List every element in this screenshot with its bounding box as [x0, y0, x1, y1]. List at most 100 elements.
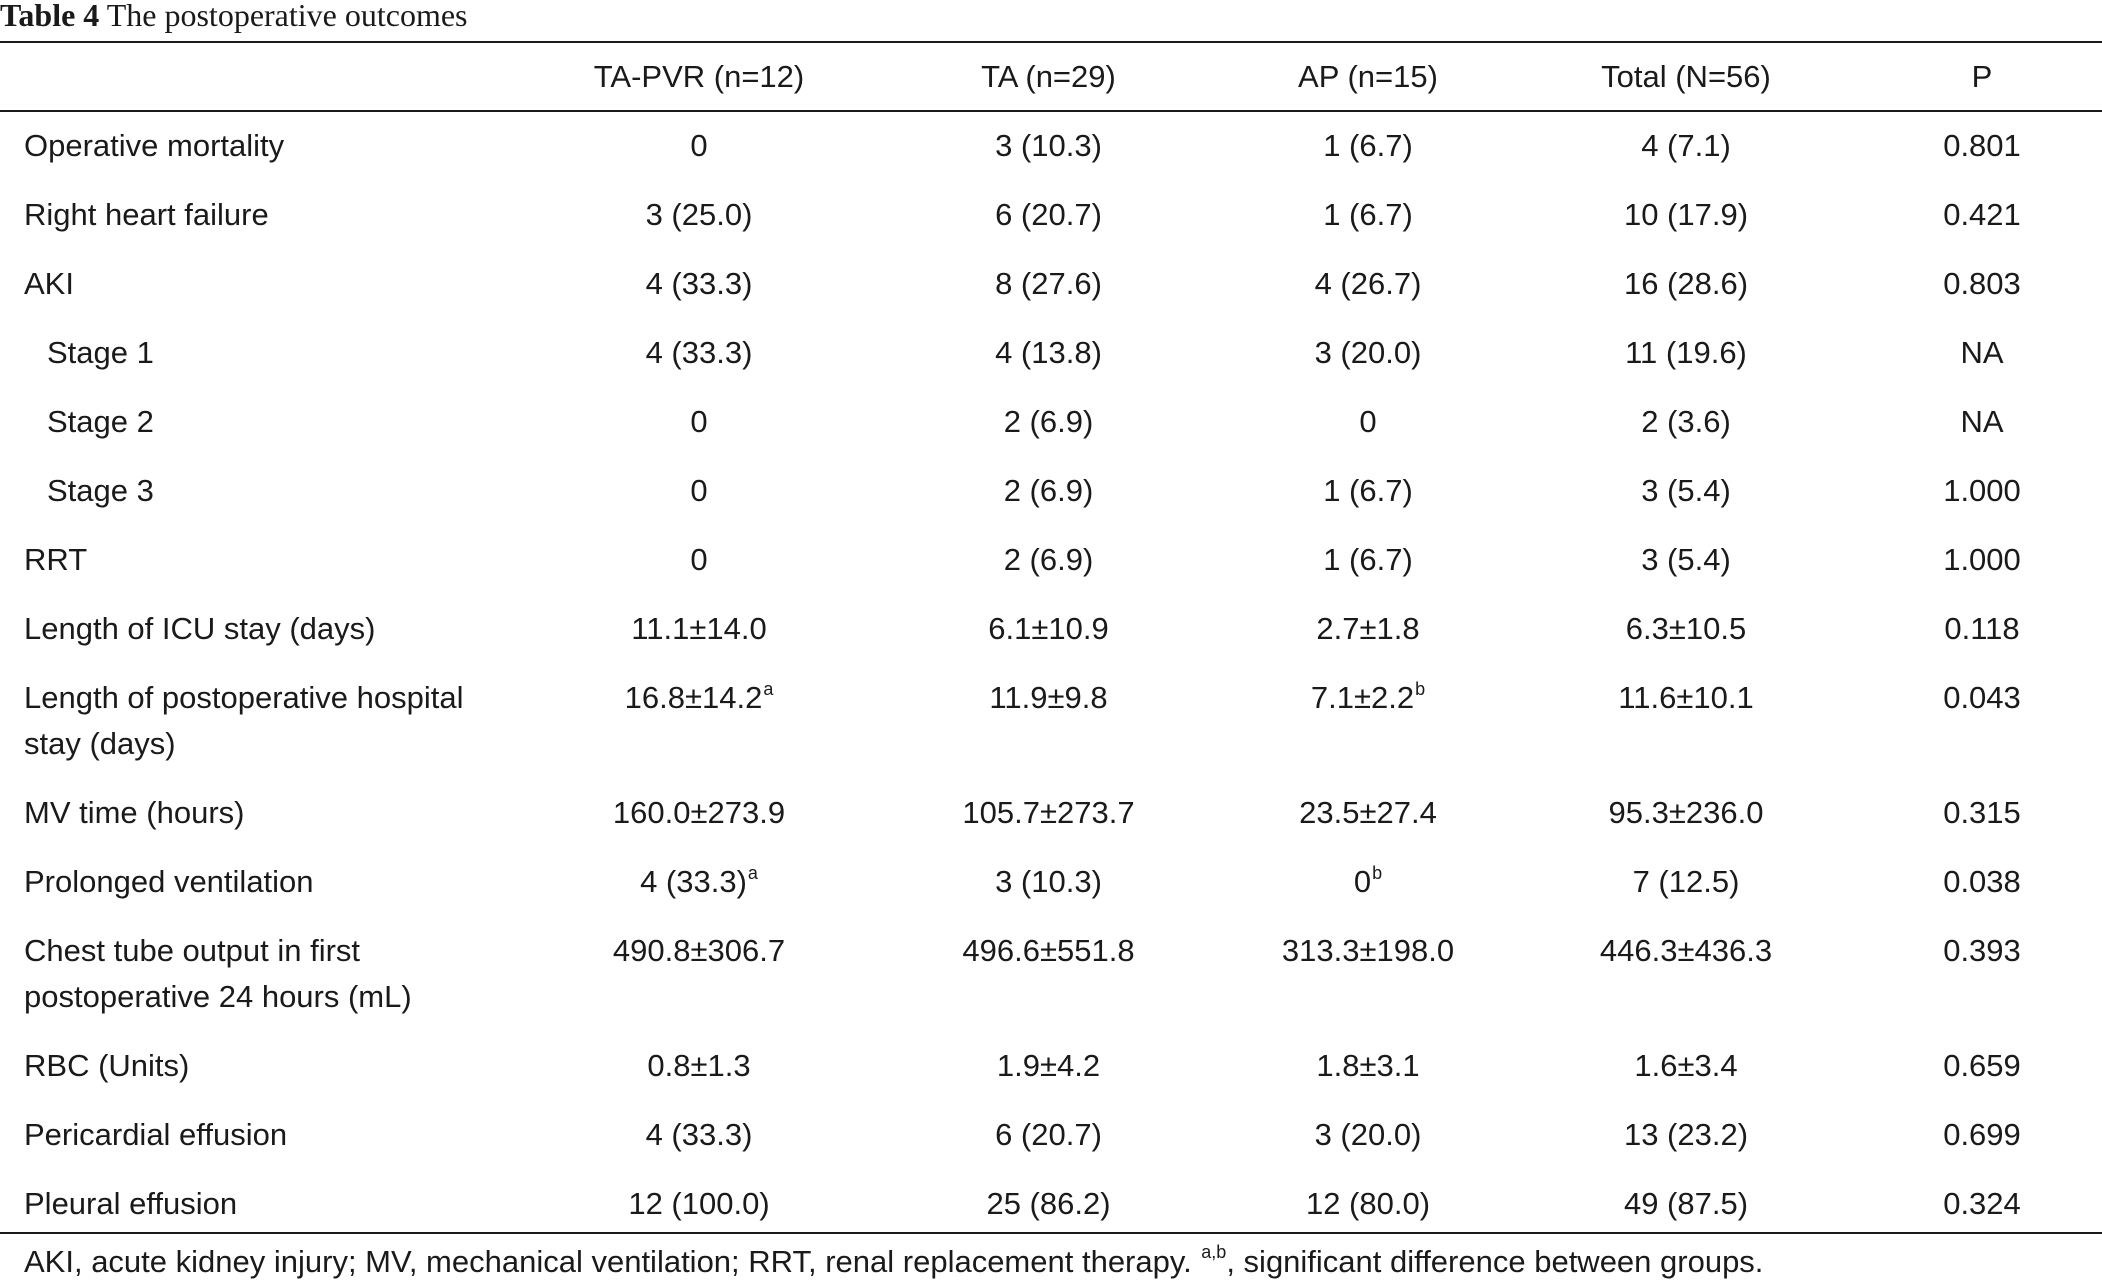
table-row: RRT 0 2 (6.9) 1 (6.7) 3 (5.4) 1.000 [0, 525, 2102, 594]
cell-value: 11 (19.6) [1625, 335, 1747, 370]
row-label: Length of ICU stay (days) [24, 611, 376, 646]
cell-value: 1 (6.7) [1323, 473, 1413, 508]
table-cell: 25 (86.2) [871, 1169, 1226, 1238]
table-cell: 0.118 [1862, 594, 2102, 663]
table-row: Pleural effusion 12 (100.0) 25 (86.2) 12 (8… [0, 1169, 2102, 1238]
cell-value: 2 (6.9) [1003, 542, 1094, 577]
cell-value: 11.1±14.0 [631, 611, 767, 646]
table-cell: 0.699 [1862, 1100, 2102, 1169]
table-cell: 4 (13.8) [871, 318, 1226, 387]
cell-value: 8 (27.6) [995, 266, 1102, 301]
table-cell: 12 (80.0) [1226, 1169, 1510, 1238]
table-cell: 16 (28.6) [1510, 249, 1862, 318]
table-cell: 13 (23.2) [1510, 1100, 1862, 1169]
table-cell: 0.801 [1862, 110, 2102, 180]
table-row: Pericardial effusion 4 (33.3) 6 (20.7) 3 (2… [0, 1100, 2102, 1169]
cell-value: 3 (10.3) [995, 128, 1102, 163]
cell-value: NA [1960, 404, 2004, 439]
row-label: Operative mortality [24, 128, 285, 163]
table-cell: 3 (10.3) [871, 110, 1226, 180]
table-cell: 496.6±551.8 [871, 916, 1226, 1031]
cell-value: 6 (20.7) [995, 1117, 1102, 1152]
table-cell: 0.038 [1862, 847, 2102, 916]
table-cell: 0 [1226, 387, 1510, 456]
cell-value: 0.043 [1943, 680, 2021, 715]
table-cell: 160.0±273.9 [527, 778, 871, 847]
cell-value: 0 [1353, 864, 1372, 899]
cell-value: 4 (26.7) [1314, 266, 1422, 301]
table-cell: 2 (6.9) [871, 525, 1226, 594]
significance-marker: a [747, 863, 758, 883]
table-row: MV time (hours) 160.0±273.9 105.7±273.7 23.… [0, 778, 2102, 847]
cell-value: 0.038 [1943, 864, 2021, 899]
table-row: Right heart failure 3 (25.0) 6 (20.7) 1 (6.… [0, 180, 2102, 249]
table-cell: 23.5±27.4 [1226, 778, 1510, 847]
header-row: TA-PVR (n=12) TA (n=29) AP (n=15) Total … [0, 43, 2102, 110]
table-cell: 1 (6.7) [1226, 110, 1510, 180]
table-cell: 12 (100.0) [527, 1169, 871, 1238]
cell-value: 4 (33.3) [645, 266, 753, 301]
table-cell: 2 (6.9) [871, 456, 1226, 525]
table-cell: 4 (33.3) [527, 249, 871, 318]
cell-value: 0.315 [1943, 795, 2021, 830]
significance-marker: a [763, 679, 774, 699]
cell-value: 11.9±9.8 [989, 680, 1108, 715]
table-cell: 0 [527, 110, 871, 180]
cell-value: 6.1±10.9 [988, 611, 1109, 646]
cell-value: 7 (12.5) [1632, 864, 1740, 899]
table-cell: 1 (6.7) [1226, 525, 1510, 594]
cell-value: 105.7±273.7 [962, 795, 1135, 830]
table-cell: 4 (7.1) [1510, 110, 1862, 180]
cell-value: 1 (6.7) [1323, 542, 1413, 577]
cell-value: 1.000 [1943, 542, 2021, 577]
table-cell: 0.393 [1862, 916, 2102, 1031]
header-cell: P [1971, 59, 1993, 94]
footnote-abbreviations: AKI, acute kidney injury; MV, mechanical… [24, 1244, 1201, 1279]
table-cell: 1.6±3.4 [1510, 1031, 1862, 1100]
cell-value: 1.6±3.4 [1634, 1048, 1738, 1083]
table-body: Operative mortality 0 3 (10.3) 1 (6.7) 4 (7.… [0, 110, 2102, 1238]
cell-value: 4 (33.3) [640, 864, 747, 899]
table-caption: Table 4 The postoperative outcomes [0, 0, 468, 34]
table-cell: 490.8±306.7 [527, 916, 871, 1031]
cell-value: 1.000 [1943, 473, 2021, 508]
table-cell: 0.8±1.3 [527, 1031, 871, 1100]
table-row: Prolonged ventilation 4 (33.3)a 3 (10.3) 0b… [0, 847, 2102, 916]
cell-value: 2.7±1.8 [1316, 611, 1420, 646]
cell-value: 12 (80.0) [1305, 1186, 1431, 1221]
cell-value: NA [1960, 335, 2004, 370]
top-rule [0, 41, 2102, 43]
row-label: RBC (Units) [24, 1048, 190, 1083]
table-cell: 10 (17.9) [1510, 180, 1862, 249]
table-cell: 7.1±2.2b [1226, 663, 1510, 778]
outcomes-table: TA-PVR (n=12) TA (n=29) AP (n=15) Total … [0, 43, 2102, 1238]
cell-value: 0 [690, 542, 708, 577]
row-label: Stage 2 [47, 404, 154, 439]
table-cell: 3 (20.0) [1226, 318, 1510, 387]
table-cell: 0.043 [1862, 663, 2102, 778]
cell-value: 12 (100.0) [628, 1186, 770, 1221]
table-cell: 4 (33.3) [527, 318, 871, 387]
cell-value: 13 (23.2) [1623, 1117, 1749, 1152]
significance-marker: b [1372, 863, 1383, 883]
cell-value: 0 [1359, 404, 1377, 439]
table-cell: 3 (10.3) [871, 847, 1226, 916]
table-cell: 3 (5.4) [1510, 525, 1862, 594]
footnote-significance: , significant difference between groups. [1226, 1244, 1764, 1279]
table-cell: 1.000 [1862, 525, 2102, 594]
table-cell: 6 (20.7) [871, 1100, 1226, 1169]
cell-value: 3 (5.4) [1641, 542, 1731, 577]
row-label: RRT [24, 542, 88, 577]
table-cell: 0.659 [1862, 1031, 2102, 1100]
cell-value: 0.699 [1943, 1117, 2021, 1152]
cell-value: 0 [690, 473, 708, 508]
table-cell: 6.1±10.9 [871, 594, 1226, 663]
cell-value: 16 (28.6) [1623, 266, 1749, 301]
row-label: Stage 1 [47, 335, 154, 370]
cell-value: 160.0±273.9 [612, 795, 786, 830]
bottom-rule [0, 1232, 2102, 1234]
table-cell: 3 (5.4) [1510, 456, 1862, 525]
table-cell: 1.8±3.1 [1226, 1031, 1510, 1100]
cell-value: 1.8±3.1 [1316, 1048, 1420, 1083]
table-row: Stage 3 0 2 (6.9) 1 (6.7) 3 (5.4) 1.000 [0, 456, 2102, 525]
